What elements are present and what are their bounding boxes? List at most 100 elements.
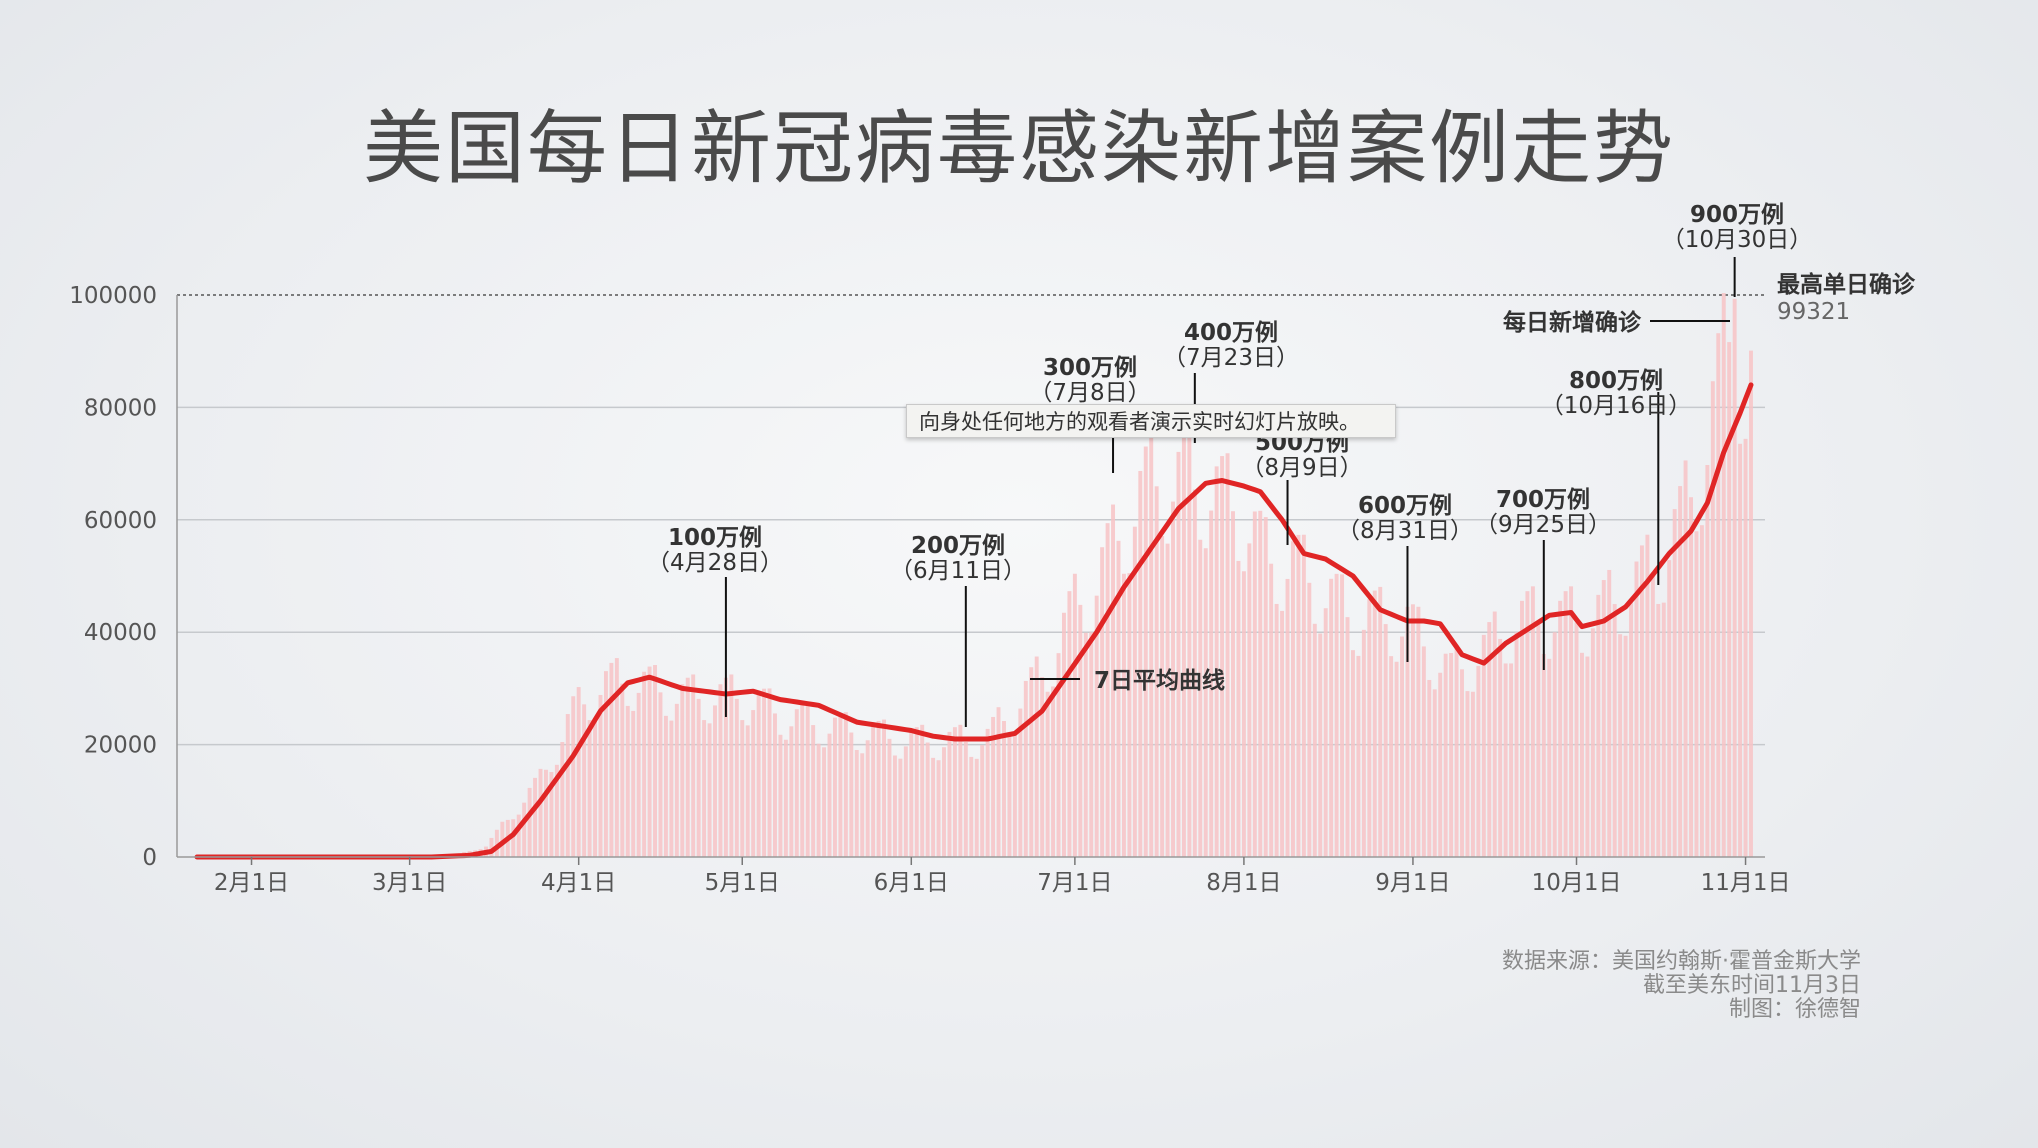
bar <box>1634 561 1639 857</box>
bar <box>1509 663 1514 857</box>
bar <box>1154 486 1159 857</box>
bar <box>1247 543 1252 857</box>
bar <box>931 757 936 857</box>
bar <box>723 677 728 857</box>
bar <box>1220 456 1225 857</box>
bar <box>920 724 925 857</box>
bar <box>674 703 679 857</box>
bar <box>734 698 739 857</box>
source-line-2: 截至美东时间11月3日 <box>1643 973 1861 998</box>
bar <box>1285 578 1290 857</box>
bar <box>1012 731 1017 857</box>
bar <box>827 733 832 857</box>
bar <box>571 696 576 857</box>
milestone-date: （9月25日） <box>1475 512 1611 538</box>
bar <box>805 703 810 857</box>
bar <box>1045 691 1050 857</box>
bar <box>1171 501 1175 857</box>
bar <box>560 742 565 857</box>
bar <box>1738 443 1743 857</box>
bar <box>538 768 543 857</box>
bar <box>1623 635 1628 857</box>
milestone-date: （10月30日） <box>1662 227 1813 253</box>
bar <box>942 747 946 857</box>
annotations: 100万例（4月28日） 200万例（6月11日） 300万例（7月8日） 400万例… <box>647 202 1916 727</box>
bar <box>1198 539 1203 857</box>
bar <box>565 714 570 857</box>
bar <box>1749 350 1753 857</box>
bar <box>511 819 516 857</box>
bar <box>1263 517 1268 857</box>
y-tick-label: 60000 <box>84 508 157 534</box>
bar <box>1639 545 1644 857</box>
bar <box>1629 601 1634 857</box>
daily-series-label: 每日新增确诊 <box>1503 309 1642 336</box>
bar <box>952 727 957 857</box>
bar <box>1132 526 1137 857</box>
bar <box>1056 653 1061 857</box>
slideshow-tooltip: 向身处任何地方的观看者演示实时幻灯片放映。 <box>906 404 1396 438</box>
bar <box>1138 470 1143 857</box>
bar <box>593 718 598 857</box>
bar <box>1034 656 1039 857</box>
bar <box>620 683 625 857</box>
source-note: 数据来源：美国约翰斯·霍普金斯大学 截至美东时间11月3日 制图：徐德智 <box>1502 950 1861 1022</box>
series-line-avg <box>194 382 1754 860</box>
bar <box>1192 489 1197 857</box>
bar <box>642 671 647 857</box>
bar <box>1176 451 1181 857</box>
milestone-label: 100万例 <box>668 525 762 551</box>
bar <box>1569 586 1574 857</box>
bar <box>1340 574 1345 857</box>
bar <box>898 758 903 857</box>
bar <box>1465 691 1470 857</box>
bar <box>1689 497 1693 857</box>
bar <box>729 674 734 857</box>
bar <box>1743 438 1748 857</box>
bar <box>1165 543 1170 857</box>
bar <box>974 758 979 857</box>
bar <box>1530 586 1535 857</box>
bar <box>1699 525 1704 857</box>
bar <box>1601 580 1606 857</box>
bar <box>800 704 805 857</box>
bar <box>544 769 548 857</box>
bar <box>1476 665 1481 857</box>
bar <box>1051 686 1056 857</box>
bar <box>516 814 521 857</box>
bar <box>1203 548 1208 857</box>
bar <box>1438 672 1443 857</box>
bar <box>1181 437 1186 857</box>
bar <box>1470 691 1475 857</box>
bar <box>1552 632 1557 857</box>
x-tick-label: 5月1日 <box>705 870 780 896</box>
bar <box>1563 591 1568 857</box>
bar <box>838 713 843 857</box>
bar <box>1307 582 1312 857</box>
bar <box>669 720 674 857</box>
bar <box>1492 611 1497 857</box>
bar <box>696 698 701 857</box>
bars-daily <box>413 293 1753 857</box>
bar <box>1372 590 1377 857</box>
bar <box>702 720 707 857</box>
bar <box>892 755 897 857</box>
bar <box>860 753 865 857</box>
y-tick-label: 80000 <box>84 395 157 421</box>
bar <box>1127 573 1132 857</box>
bar <box>745 725 750 857</box>
bar <box>631 710 636 857</box>
bar <box>1656 603 1661 857</box>
y-tick-label: 20000 <box>84 733 157 759</box>
x-tick-label: 3月1日 <box>372 870 447 896</box>
milestone-date: （4月28日） <box>647 550 783 576</box>
bar <box>1023 680 1028 857</box>
bar <box>1727 342 1732 857</box>
bar <box>756 692 761 857</box>
bar <box>882 719 886 857</box>
bar <box>1667 560 1672 857</box>
bar <box>1345 617 1350 857</box>
bar <box>1547 658 1552 857</box>
bar <box>1274 603 1279 857</box>
bar <box>1650 573 1655 857</box>
